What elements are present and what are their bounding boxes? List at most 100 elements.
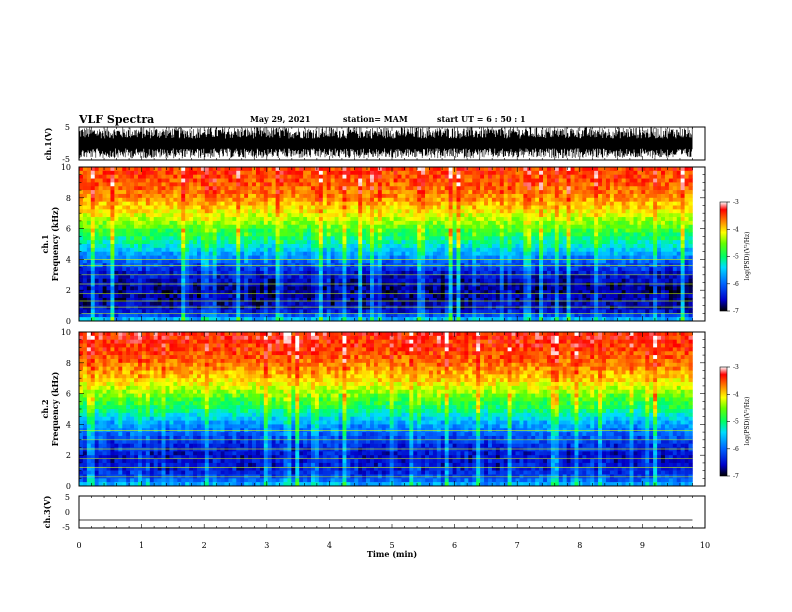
spectrogram-cell: [507, 213, 512, 218]
spectrogram-cell: [350, 313, 355, 318]
spectrogram-cell: [460, 297, 465, 303]
spectrogram-cell: [554, 317, 560, 322]
spectrogram-cell: [503, 174, 508, 179]
spectrogram-cell: [491, 313, 497, 318]
spectrogram-cell: [499, 193, 505, 199]
spectrogram-cell: [539, 186, 544, 191]
spectrogram-cell: [554, 232, 560, 237]
spectrogram-cell: [193, 309, 198, 314]
spectrogram-cell: [554, 259, 560, 264]
spectrogram-cell: [338, 301, 343, 306]
spectrogram-cell: [554, 290, 560, 295]
spectrogram-cell: [350, 301, 355, 306]
spectrogram-cell: [330, 170, 335, 175]
spectrogram-cell: [165, 213, 170, 218]
spectrogram-cell: [484, 297, 489, 303]
spectrogram-cell: [90, 201, 96, 206]
spectrogram-cell: [511, 186, 516, 191]
spectrogram-cell: [440, 305, 446, 310]
spectrogram-cell: [318, 224, 324, 229]
spectrogram-cell: [314, 228, 320, 233]
spectrogram-cell: [401, 255, 406, 260]
spectrogram-cell: [326, 247, 331, 252]
spectrogram-cell: [90, 228, 96, 233]
spectrogram-cell: [303, 170, 308, 175]
spectrogram-cell: [94, 247, 99, 252]
spectrogram-cell: [141, 209, 147, 214]
spectrogram-cell: [330, 297, 335, 303]
spectrogram-cell: [381, 228, 387, 233]
spectrogram-cell: [334, 278, 339, 283]
spectrogram-cell: [487, 305, 493, 310]
spectrogram-cell: [98, 220, 103, 226]
spectrogram-cell: [535, 209, 540, 214]
spectrogram-cell: [295, 282, 300, 287]
spectrogram-cell: [429, 286, 434, 291]
spectrogram-cell: [476, 224, 481, 229]
spectrogram-cell: [271, 205, 276, 210]
spectrogram-cell: [523, 193, 528, 199]
spectrogram-cell: [220, 174, 225, 179]
spectrogram-cell: [330, 247, 335, 252]
spectrogram-cell: [346, 193, 351, 199]
spectrogram-cell: [145, 286, 151, 291]
spectrogram-cell: [303, 305, 308, 310]
spectrogram-cell: [515, 309, 520, 314]
spectrogram-cell: [118, 309, 123, 314]
spectrogram-cell: [519, 267, 524, 272]
spectrogram-cell: [472, 244, 477, 249]
spectrogram-cell: [137, 167, 143, 172]
spectrogram-cell: [354, 232, 359, 237]
spectrogram-cell: [346, 201, 351, 206]
spectrogram-cell: [484, 244, 489, 249]
spectrogram-cell: [472, 182, 477, 187]
spectrogram-cell: [401, 317, 406, 322]
spectrogram-cell: [346, 294, 351, 299]
spectrogram-cell: [326, 313, 331, 318]
spectrogram-cell: [318, 240, 324, 245]
spectrogram-cell: [507, 247, 512, 252]
spectrogram-cell: [448, 259, 453, 264]
spectrogram-cell: [283, 274, 288, 279]
spectrogram-cell: [448, 270, 453, 276]
spectrogram-cell: [322, 236, 328, 241]
spectrogram-cell: [381, 251, 387, 256]
spectrogram-cell: [535, 244, 540, 249]
spectrogram-cell: [440, 240, 446, 245]
spectrogram-cell: [130, 224, 135, 229]
spectrogram-cell: [366, 255, 371, 260]
spectrogram-cell: [417, 182, 422, 187]
spectrogram-cell: [554, 236, 560, 241]
spectrogram-cell: [114, 251, 119, 256]
spectrogram-cell: [405, 274, 410, 279]
spectrogram-cell: [539, 190, 544, 195]
spectrogram-cell: [224, 255, 229, 260]
spectrogram-cell: [550, 201, 556, 206]
spectrogram-cell: [303, 301, 308, 306]
spectrogram-cell: [236, 247, 241, 252]
spectrogram-cell: [94, 186, 99, 191]
spectrogram-cell: [444, 259, 449, 264]
spectrogram-cell: [220, 259, 225, 264]
spectrogram-cell: [373, 270, 379, 276]
spectrogram-cell: [141, 294, 147, 299]
spectrogram-cell: [393, 193, 398, 199]
spectrogram-cell: [153, 197, 158, 202]
spectrogram-cell: [346, 220, 351, 226]
spectrogram-cell: [255, 178, 261, 183]
spectrogram-cell: [543, 205, 548, 210]
spectrogram-cell: [86, 186, 92, 191]
spectrogram-cell: [436, 251, 442, 256]
spectrogram-cell: [94, 228, 99, 233]
spectrogram-cell: [330, 282, 335, 287]
spectrogram-cell: [511, 236, 516, 241]
spectrogram-cell: [295, 270, 300, 276]
spectrogram-cell: [417, 290, 422, 295]
spectrogram-cell: [468, 201, 473, 206]
spectrogram-cell: [181, 244, 186, 249]
spectrogram-cell: [527, 217, 532, 222]
spectrogram-cell: [546, 178, 552, 183]
spectrogram-cell: [397, 301, 402, 306]
spectrogram-cell: [377, 290, 383, 295]
spectrogram-cell: [220, 240, 225, 245]
